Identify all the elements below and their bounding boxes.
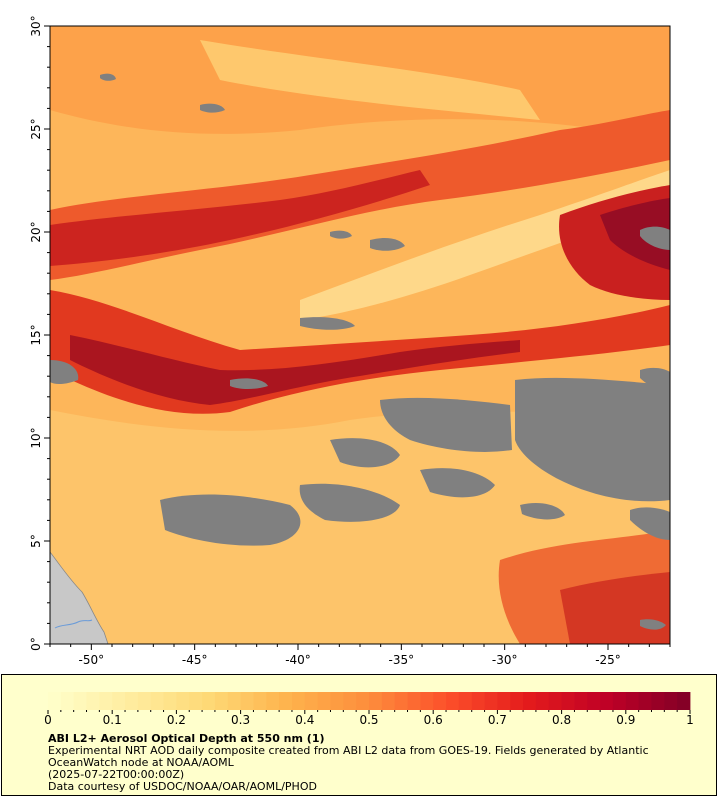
colorbar-cell bbox=[471, 692, 485, 710]
colorbar-tick-label: 1 bbox=[686, 713, 694, 727]
colorbar-tick-label: 0.1 bbox=[103, 713, 122, 727]
lat-tick-label: 15° bbox=[29, 324, 43, 345]
colorbar-tick-label: 0 bbox=[44, 713, 52, 727]
colorbar-cell bbox=[664, 692, 678, 710]
colorbar-cell bbox=[433, 692, 447, 710]
colorbar-cell bbox=[497, 692, 511, 710]
lat-tick-label: 30° bbox=[29, 15, 43, 36]
colorbar-cell bbox=[677, 692, 691, 710]
lon-tick-label: -45° bbox=[182, 653, 208, 667]
colorbar-tick-label: 0.7 bbox=[488, 713, 507, 727]
colorbar-cell bbox=[600, 692, 614, 710]
colorbar-cell bbox=[356, 692, 370, 710]
colorbar-cell bbox=[163, 692, 177, 710]
colorbar-cell bbox=[612, 692, 627, 710]
colorbar-cell bbox=[574, 692, 588, 710]
colorbar-cell bbox=[407, 692, 421, 710]
lat-tick-label: 0° bbox=[29, 637, 43, 651]
legend-description: Experimental NRT AOD daily composite cre… bbox=[48, 744, 649, 769]
colorbar-cell bbox=[587, 692, 601, 710]
colorbar-cell bbox=[291, 692, 306, 710]
colorbar-cell bbox=[548, 692, 562, 710]
colorbar-tick-label: 0.9 bbox=[616, 713, 635, 727]
aod-dust-plume-main-core bbox=[70, 335, 520, 405]
colorbar-cell bbox=[535, 692, 550, 710]
land-south-america bbox=[50, 551, 109, 644]
colorbar-cell bbox=[523, 692, 537, 710]
lon-tick-label: -40° bbox=[285, 653, 311, 667]
aod-light-band bbox=[200, 40, 540, 120]
missing-data-regions bbox=[50, 73, 670, 630]
colorbar-cell bbox=[330, 692, 344, 710]
colorbar-cell bbox=[202, 692, 216, 710]
lat-tick-label: 20° bbox=[29, 221, 43, 242]
lon-tick-label: -25° bbox=[595, 653, 621, 667]
longitude-axis: -50° -45° -40° -35° -30° -25° bbox=[49, 644, 671, 667]
aod-dust-plume-east-core bbox=[600, 198, 670, 270]
colorbar-tick-label: 0.5 bbox=[359, 713, 378, 727]
colorbar-tick-label: 0.4 bbox=[295, 713, 314, 727]
colorbar-tick-label: 0.3 bbox=[231, 713, 250, 727]
colorbar-cell bbox=[343, 692, 357, 710]
lon-tick-label: -50° bbox=[79, 653, 105, 667]
colorbar-cell bbox=[176, 692, 190, 710]
colorbar: 0 0.1 0.2 0.3 0.4 0.5 0.6 0.7 0.8 0.9 1 bbox=[44, 692, 694, 727]
colorbar-cell bbox=[112, 692, 126, 710]
latitude-axis: 0° 5° 10° 15° 20° 25° 30° bbox=[29, 15, 50, 651]
colorbar-cell bbox=[150, 692, 164, 710]
colorbar-cell bbox=[394, 692, 408, 710]
river-line bbox=[54, 619, 93, 629]
colorbar-cell bbox=[304, 692, 319, 710]
colorbar-cell bbox=[86, 692, 100, 710]
colorbar-cell bbox=[189, 692, 203, 710]
colorbar-cell bbox=[510, 692, 524, 710]
colorbar-cells bbox=[48, 692, 691, 710]
legend-panel: 0 0.1 0.2 0.3 0.4 0.5 0.6 0.7 0.8 0.9 1 ABI L2+ Ae… bbox=[1, 674, 717, 796]
map-plot-area bbox=[50, 26, 670, 644]
colorbar-cell bbox=[73, 692, 87, 710]
colorbar-ticks: 0 0.1 0.2 0.3 0.4 0.5 0.6 0.7 0.8 0.9 1 bbox=[44, 710, 694, 727]
colorbar-cell bbox=[561, 692, 575, 710]
colorbar-cell bbox=[369, 692, 383, 710]
lon-tick-label: -30° bbox=[492, 653, 518, 667]
aod-map: -50° -45° -40° -35° -30° -25° 0° 5° 10° 15° 20° 25… bbox=[29, 15, 671, 667]
colorbar-cell bbox=[638, 692, 652, 710]
colorbar-cell bbox=[227, 692, 241, 710]
colorbar-cell bbox=[214, 692, 229, 710]
colorbar-tick-label: 0.8 bbox=[552, 713, 571, 727]
legend-title: ABI L2+ Aerosol Optical Depth at 550 nm … bbox=[48, 732, 325, 745]
colorbar-cell bbox=[458, 692, 473, 710]
aod-clean-gap bbox=[300, 170, 670, 320]
colorbar-cell bbox=[381, 692, 396, 710]
legend-text: ABI L2+ Aerosol Optical Depth at 550 nm … bbox=[48, 733, 688, 793]
lon-tick-label: -35° bbox=[389, 653, 415, 667]
lat-tick-label: 10° bbox=[29, 427, 43, 448]
colorbar-tick-label: 0.2 bbox=[167, 713, 186, 727]
lat-tick-label: 25° bbox=[29, 118, 43, 139]
colorbar-cell bbox=[484, 692, 498, 710]
colorbar-tick-label: 0.6 bbox=[424, 713, 443, 727]
colorbar-cell bbox=[266, 692, 280, 710]
colorbar-cell bbox=[99, 692, 113, 710]
colorbar-cell bbox=[651, 692, 665, 710]
colorbar-cell bbox=[60, 692, 75, 710]
legend-timestamp: (2025-07-22T00:00:00Z) bbox=[48, 768, 185, 781]
colorbar-cell bbox=[125, 692, 139, 710]
aod-dust-plume-upper-core bbox=[50, 170, 430, 266]
colorbar-cell bbox=[240, 692, 254, 710]
colorbar-cell bbox=[48, 692, 62, 710]
colorbar-cell bbox=[137, 692, 152, 710]
colorbar-cell bbox=[625, 692, 640, 710]
lat-tick-label: 5° bbox=[29, 534, 43, 548]
legend-credit: Data courtesy of USDOC/NOAA/OAR/AOML/PHO… bbox=[48, 780, 317, 793]
colorbar-cell bbox=[317, 692, 331, 710]
colorbar-cell bbox=[420, 692, 434, 710]
colorbar-cell bbox=[253, 692, 267, 710]
colorbar-cell bbox=[446, 692, 460, 710]
colorbar-cell bbox=[279, 692, 293, 710]
